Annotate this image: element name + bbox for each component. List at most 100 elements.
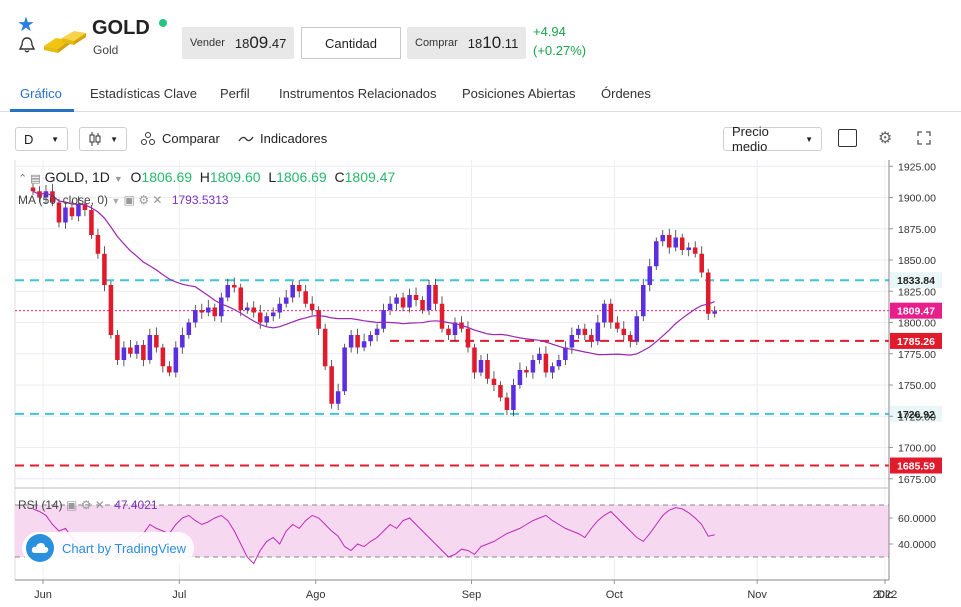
candle-body	[550, 366, 555, 373]
level-label: 1809.47	[897, 306, 935, 318]
candle-body	[89, 210, 94, 235]
tab-ordenes[interactable]: Órdenes	[601, 86, 651, 101]
alert-bell-icon[interactable]	[17, 36, 37, 54]
candle-body	[43, 191, 49, 198]
quantity-input[interactable]: Cantidad	[301, 27, 401, 59]
open-value: 1806.69	[141, 169, 193, 185]
collapse-icon[interactable]: ⌃ ▤	[18, 173, 41, 185]
settings-gear-icon[interactable]: ⚙	[878, 130, 893, 147]
tab-estadisticas[interactable]: Estadísticas Clave	[90, 86, 197, 101]
snapshot-checkbox[interactable]	[838, 129, 857, 147]
compare-icon	[141, 131, 155, 145]
ma-value: 1793.5313	[171, 193, 229, 207]
indicators-button[interactable]: Indicadores	[238, 131, 327, 146]
candle-body	[537, 353, 542, 360]
y-tick-label: 1900.00	[898, 193, 936, 205]
candle-body	[160, 347, 166, 367]
market-open-indicator	[159, 19, 167, 27]
low-value: 1806.69	[276, 169, 327, 185]
close-label: C	[334, 169, 345, 185]
interval-value: D	[24, 131, 34, 147]
candle-body	[82, 203, 88, 210]
candle-body	[563, 347, 568, 360]
candle-body	[407, 295, 412, 308]
candle-body	[641, 285, 646, 317]
y-tick-label: 1800.00	[898, 318, 936, 330]
tab-grafico[interactable]: Gráfico	[20, 86, 62, 101]
candle-body	[433, 285, 438, 304]
candle-body	[180, 335, 185, 348]
candle-body	[50, 191, 55, 203]
candle-body	[413, 295, 419, 300]
interval-select[interactable]: D ▼	[15, 127, 68, 151]
buy-button[interactable]: Comprar 1810.11	[407, 27, 526, 59]
candle-body	[348, 335, 354, 348]
tab-instrumentos[interactable]: Instrumentos Relacionados	[279, 86, 437, 101]
candle-body	[420, 300, 425, 310]
x-tick-label: Jun	[34, 589, 52, 601]
open-label: O	[130, 169, 142, 185]
candle-body	[582, 328, 588, 335]
favorite-star-icon[interactable]: ★	[17, 14, 35, 36]
candle-body	[621, 328, 627, 335]
candle-body	[270, 312, 276, 317]
candle-body	[699, 253, 704, 273]
candle-body	[647, 266, 653, 285]
ma-label: MA (50, close, 0)	[18, 193, 109, 207]
chevron-down-icon: ▼	[51, 134, 59, 144]
candle-body	[63, 207, 68, 223]
candle-body	[634, 316, 640, 342]
x-tick-label: 2022	[873, 589, 897, 601]
candle-body	[264, 316, 269, 323]
candle-body	[576, 328, 581, 335]
ma-tools-icon[interactable]: ▣ ⚙ ✕	[123, 193, 163, 207]
y-tick-label: 1725.00	[898, 411, 936, 423]
chart-type-select[interactable]: ▼	[79, 127, 127, 151]
candle-body	[478, 360, 484, 373]
candle-body	[206, 307, 211, 313]
symbol-name: Gold	[93, 43, 119, 57]
price-type-select[interactable]: Precio medio ▼	[723, 124, 822, 154]
price-change: +4.94 (+0.27%)	[533, 22, 586, 60]
candle-body	[193, 310, 198, 323]
candle-body	[452, 322, 458, 335]
candle-body	[705, 272, 711, 314]
x-tick-label: Jul	[172, 589, 186, 601]
candle-body	[556, 360, 562, 367]
candle-body	[628, 335, 633, 342]
candle-body	[296, 285, 302, 292]
horizontal-levels: 1833.84 1809.47 1785.26 1726.92 1685.59	[15, 272, 942, 474]
close-value: 1809.47	[344, 169, 396, 185]
candle-body	[102, 253, 107, 285]
sell-button[interactable]: Vender 1809.47	[182, 27, 294, 59]
rsi-tools-icon[interactable]: ▣ ⚙ ✕	[66, 498, 105, 512]
candle-body	[212, 307, 218, 317]
candle-body	[69, 207, 75, 217]
candle-body	[608, 303, 614, 323]
y-tick-label: 1825.00	[898, 286, 936, 298]
candle-body	[686, 247, 691, 250]
candle-body	[446, 328, 451, 335]
rsi-tick-label: 40.0000	[898, 539, 936, 551]
candle-body	[290, 285, 295, 298]
fullscreen-icon[interactable]	[917, 131, 931, 145]
candle-body	[329, 366, 334, 404]
ma-line	[32, 190, 715, 356]
chevron-down-icon: ▼	[805, 134, 813, 144]
candle-body	[511, 385, 516, 410]
candle-body	[602, 303, 607, 323]
tab-posiciones[interactable]: Posiciones Abiertas	[462, 86, 576, 101]
candle-body	[154, 335, 159, 348]
candle-body	[231, 285, 237, 288]
candle-body	[368, 335, 373, 342]
candle-body	[394, 297, 399, 304]
indicators-icon	[238, 136, 254, 141]
x-tick-label: Oct	[606, 589, 623, 601]
candles	[30, 183, 717, 417]
sell-label: Vender	[190, 37, 225, 49]
rsi-legend: RSI (14) ▣ ⚙ ✕ 47.4021	[18, 498, 158, 512]
tab-perfil[interactable]: Perfil	[220, 86, 250, 101]
candle-body	[219, 297, 224, 317]
compare-button[interactable]: Comparar	[140, 131, 220, 146]
tradingview-badge[interactable]: Chart by TradingView	[22, 532, 195, 564]
